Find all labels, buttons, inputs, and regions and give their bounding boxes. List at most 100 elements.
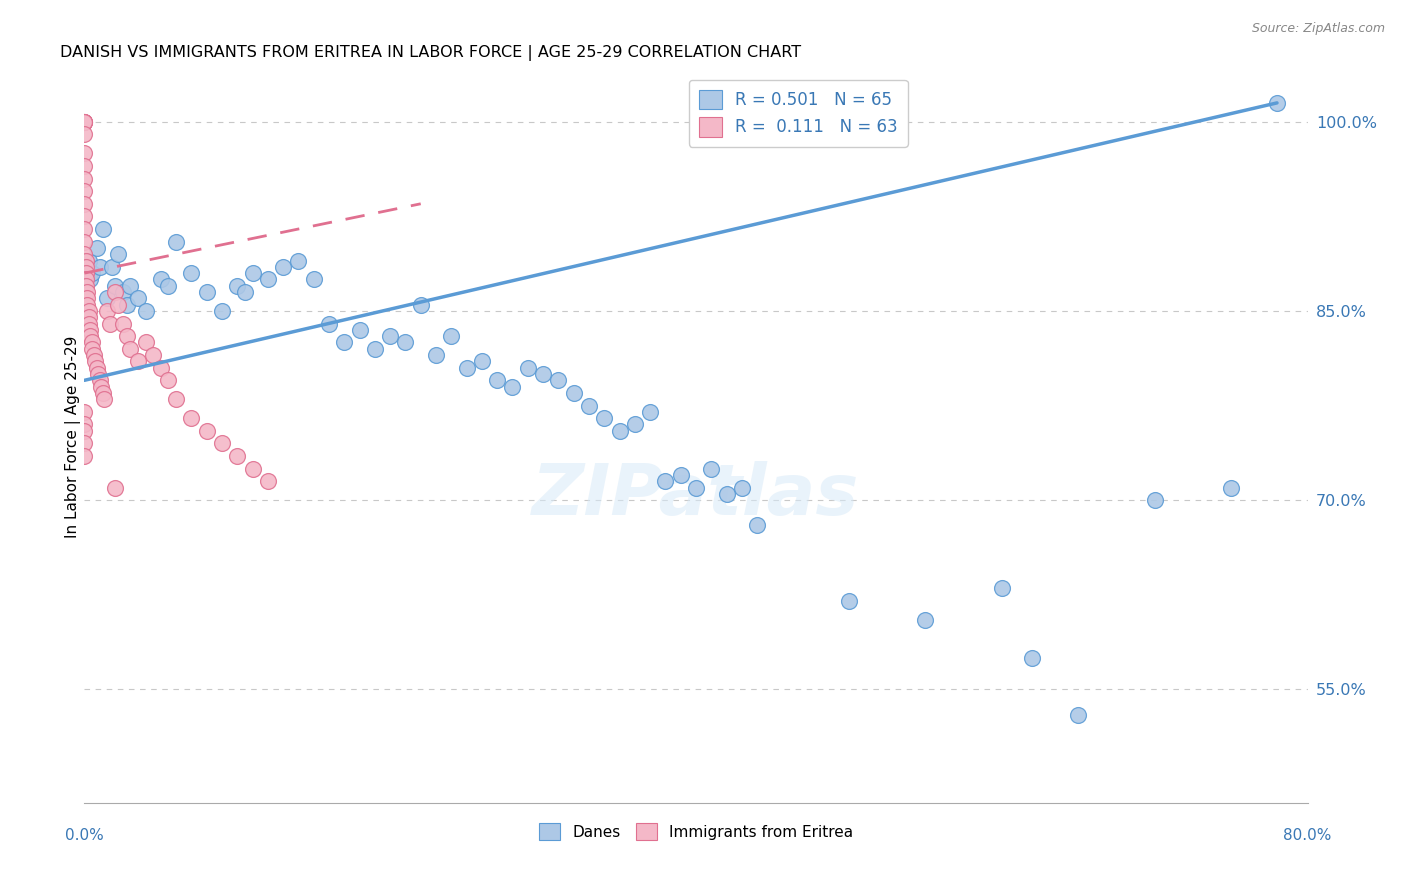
Point — [111, 317, 134, 331]
Point — [731, 481, 754, 495]
Point — [73, 115, 96, 129]
Point — [73, 449, 96, 463]
Point — [471, 354, 494, 368]
Point — [73, 210, 96, 224]
Point — [75, 260, 97, 274]
Point — [73, 436, 96, 450]
Point — [287, 253, 309, 268]
Point — [1220, 481, 1243, 495]
Point — [914, 613, 936, 627]
Point — [96, 304, 118, 318]
Point — [624, 417, 647, 432]
Point — [75, 272, 97, 286]
Point — [87, 367, 110, 381]
Point — [89, 260, 111, 274]
Point — [73, 222, 96, 236]
Point — [79, 329, 101, 343]
Point — [89, 373, 111, 387]
Point — [226, 278, 249, 293]
Point — [1067, 707, 1090, 722]
Point — [456, 360, 478, 375]
Point — [120, 342, 142, 356]
Point — [394, 335, 416, 350]
Point — [242, 266, 264, 280]
Point — [73, 115, 96, 129]
Point — [76, 285, 98, 299]
Point — [115, 329, 138, 343]
Point — [502, 379, 524, 393]
Point — [233, 285, 256, 299]
Point — [669, 467, 692, 482]
Point — [79, 272, 101, 286]
Point — [609, 424, 631, 438]
Point — [93, 392, 115, 407]
Point — [1265, 95, 1288, 110]
Point — [425, 348, 447, 362]
Point — [142, 348, 165, 362]
Point — [165, 392, 187, 407]
Point — [364, 342, 387, 356]
Point — [80, 342, 103, 356]
Point — [578, 399, 600, 413]
Point — [127, 354, 149, 368]
Point — [135, 335, 157, 350]
Point — [77, 253, 100, 268]
Point — [73, 115, 96, 129]
Point — [79, 323, 101, 337]
Point — [654, 474, 676, 488]
Point — [380, 329, 402, 343]
Point — [73, 235, 96, 249]
Point — [157, 373, 180, 387]
Point — [257, 474, 280, 488]
Point — [77, 310, 100, 325]
Text: 0.0%: 0.0% — [65, 828, 104, 843]
Point — [83, 348, 105, 362]
Point — [73, 247, 96, 261]
Point — [318, 317, 340, 331]
Point — [84, 354, 107, 368]
Point — [73, 184, 96, 198]
Point — [73, 159, 96, 173]
Point — [73, 417, 96, 432]
Point — [86, 360, 108, 375]
Point — [73, 171, 96, 186]
Point — [195, 285, 218, 299]
Text: ZIPatlas: ZIPatlas — [533, 461, 859, 530]
Point — [80, 335, 103, 350]
Point — [75, 278, 97, 293]
Point — [242, 461, 264, 475]
Point — [157, 278, 180, 293]
Point — [73, 115, 96, 129]
Point — [73, 128, 96, 142]
Point — [165, 235, 187, 249]
Point — [73, 424, 96, 438]
Point — [73, 115, 96, 129]
Point — [562, 386, 585, 401]
Point — [409, 298, 432, 312]
Point — [120, 278, 142, 293]
Y-axis label: In Labor Force | Age 25-29: In Labor Force | Age 25-29 — [65, 336, 82, 538]
Point — [440, 329, 463, 343]
Point — [104, 481, 127, 495]
Point — [1143, 493, 1166, 508]
Point — [104, 285, 127, 299]
Point — [180, 266, 202, 280]
Point — [111, 285, 134, 299]
Point — [593, 411, 616, 425]
Point — [80, 266, 103, 280]
Point — [75, 266, 97, 280]
Point — [76, 291, 98, 305]
Legend: Danes, Immigrants from Eritrea: Danes, Immigrants from Eritrea — [533, 816, 859, 847]
Point — [271, 260, 294, 274]
Point — [302, 272, 325, 286]
Text: 80.0%: 80.0% — [1284, 828, 1331, 843]
Point — [531, 367, 554, 381]
Point — [107, 247, 129, 261]
Point — [180, 411, 202, 425]
Point — [96, 291, 118, 305]
Point — [101, 260, 124, 274]
Point — [77, 317, 100, 331]
Point — [149, 272, 172, 286]
Point — [1021, 650, 1043, 665]
Point — [486, 373, 509, 387]
